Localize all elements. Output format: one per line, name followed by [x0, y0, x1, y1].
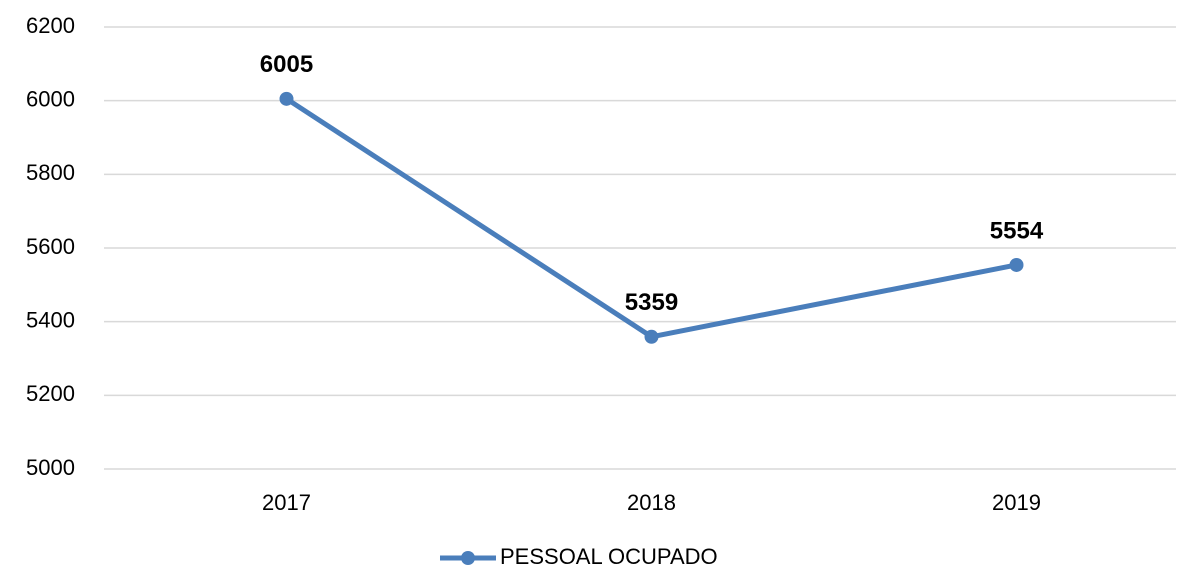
data-label: 6005 — [260, 51, 313, 78]
y-tick-label: 5000 — [26, 455, 75, 480]
x-tick-label: 2018 — [627, 490, 676, 515]
data-label: 5359 — [625, 289, 678, 316]
y-tick-label: 5600 — [26, 234, 75, 259]
y-tick-label: 6200 — [26, 13, 75, 38]
legend-label: PESSOAL OCUPADO — [500, 544, 718, 569]
y-tick-label: 5800 — [26, 160, 75, 185]
x-tick-label: 2017 — [262, 490, 311, 515]
data-label: 5554 — [990, 217, 1044, 244]
marker — [1009, 257, 1024, 272]
x-tick-label: 2019 — [992, 490, 1041, 515]
y-tick-label: 5400 — [26, 307, 75, 332]
y-tick-label: 6000 — [26, 86, 75, 111]
marker — [279, 91, 294, 106]
legend-marker — [461, 551, 475, 565]
y-tick-label: 5200 — [26, 381, 75, 406]
marker — [644, 329, 659, 344]
